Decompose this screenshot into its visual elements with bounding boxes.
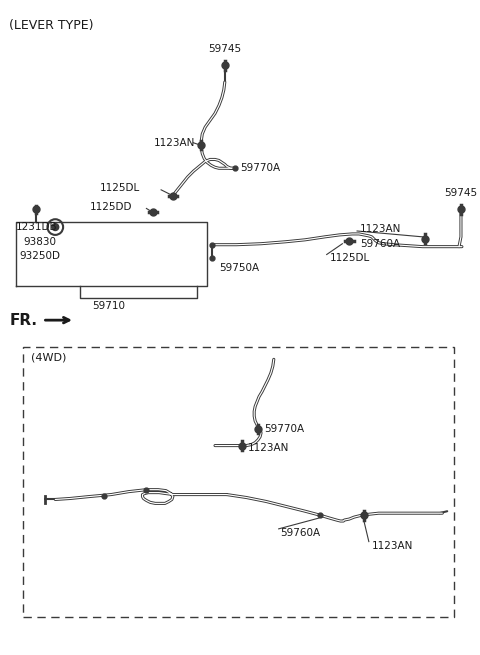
Text: 59760A: 59760A [281,528,321,538]
Text: 1123AN: 1123AN [360,224,401,234]
Text: 1123AN: 1123AN [248,443,290,453]
Text: 59745: 59745 [444,188,478,198]
Text: 93830: 93830 [23,236,56,247]
Text: 59710: 59710 [93,301,126,310]
Text: 1123AN: 1123AN [372,540,413,550]
Text: 59745: 59745 [208,44,241,54]
Text: 93250D: 93250D [19,252,60,261]
Circle shape [52,223,59,231]
Text: 1125DL: 1125DL [330,253,370,263]
Text: 59760A: 59760A [360,238,400,249]
Text: 1125DD: 1125DD [90,202,132,212]
Text: (LEVER TYPE): (LEVER TYPE) [9,20,94,32]
Text: 59770A: 59770A [240,163,281,174]
Text: 1231DB: 1231DB [16,222,58,232]
Text: FR.: FR. [9,312,37,328]
Text: 59770A: 59770A [264,424,304,434]
Text: 59750A: 59750A [219,263,259,273]
Text: 1123AN: 1123AN [154,138,196,148]
Text: 1125DL: 1125DL [99,183,140,193]
Text: (4WD): (4WD) [31,352,66,362]
